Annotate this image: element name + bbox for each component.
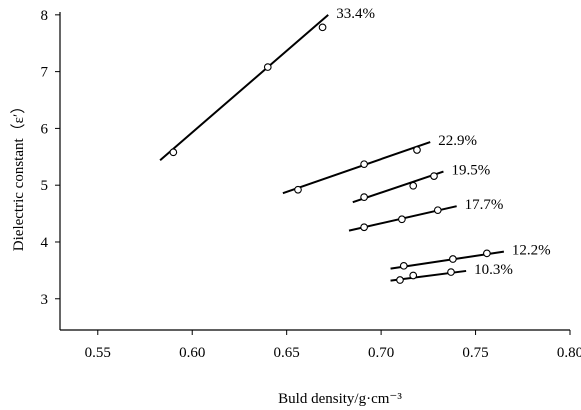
series-labels: 33.4% 22.9% 19.5% 17.7% 12.2% 10.3% bbox=[336, 6, 550, 278]
data-point bbox=[433, 206, 442, 215]
series-label-4: 12.2% bbox=[512, 243, 551, 259]
x-tick-label: 0.60 bbox=[179, 345, 205, 361]
series-label-5: 10.3% bbox=[474, 262, 513, 278]
y-tick-label: 8 bbox=[41, 8, 49, 24]
data-point bbox=[360, 223, 368, 232]
fit-line-0 bbox=[159, 14, 329, 161]
series-label-3: 17.7% bbox=[465, 197, 504, 213]
data-point bbox=[399, 261, 408, 270]
x-tick-label: 0.80 bbox=[557, 345, 581, 361]
data-points bbox=[169, 23, 491, 284]
data-point bbox=[396, 276, 404, 284]
data-point bbox=[430, 172, 438, 180]
data-point bbox=[409, 181, 418, 190]
y-tick-label: 5 bbox=[41, 178, 49, 194]
y-axis-title: Dielectric constant（ε′） bbox=[10, 99, 27, 251]
data-point bbox=[360, 160, 368, 169]
fit-line-1 bbox=[282, 141, 431, 195]
data-point bbox=[263, 63, 272, 71]
data-point bbox=[398, 215, 406, 224]
x-tick-label: 0.75 bbox=[462, 345, 488, 361]
series-label-1: 22.9% bbox=[438, 133, 477, 149]
x-tick-label: 0.70 bbox=[368, 345, 394, 361]
y-tick-label: 3 bbox=[41, 292, 49, 308]
x-axis-title: Buld density/g·cm⁻³ bbox=[278, 391, 402, 407]
data-point bbox=[360, 193, 368, 201]
data-point bbox=[449, 255, 457, 263]
data-point bbox=[483, 249, 491, 258]
data-point bbox=[413, 146, 421, 154]
series-label-0: 33.4% bbox=[336, 6, 375, 22]
axes bbox=[59, 12, 570, 331]
x-tick-label: 0.55 bbox=[85, 345, 111, 361]
x-tick-label: 0.65 bbox=[274, 345, 300, 361]
y-tick-label: 7 bbox=[41, 65, 49, 81]
data-point bbox=[169, 148, 178, 157]
y-tick-label: 6 bbox=[41, 121, 49, 137]
series-label-2: 19.5% bbox=[451, 163, 490, 179]
y-tick-label: 4 bbox=[41, 235, 49, 251]
data-point bbox=[318, 23, 327, 32]
data-point bbox=[447, 268, 455, 276]
ticks: 0.55 0.60 0.65 0.70 0.75 0.80 3 4 5 6 7 8 bbox=[41, 8, 581, 361]
data-point bbox=[409, 271, 418, 280]
data-point bbox=[294, 185, 302, 194]
